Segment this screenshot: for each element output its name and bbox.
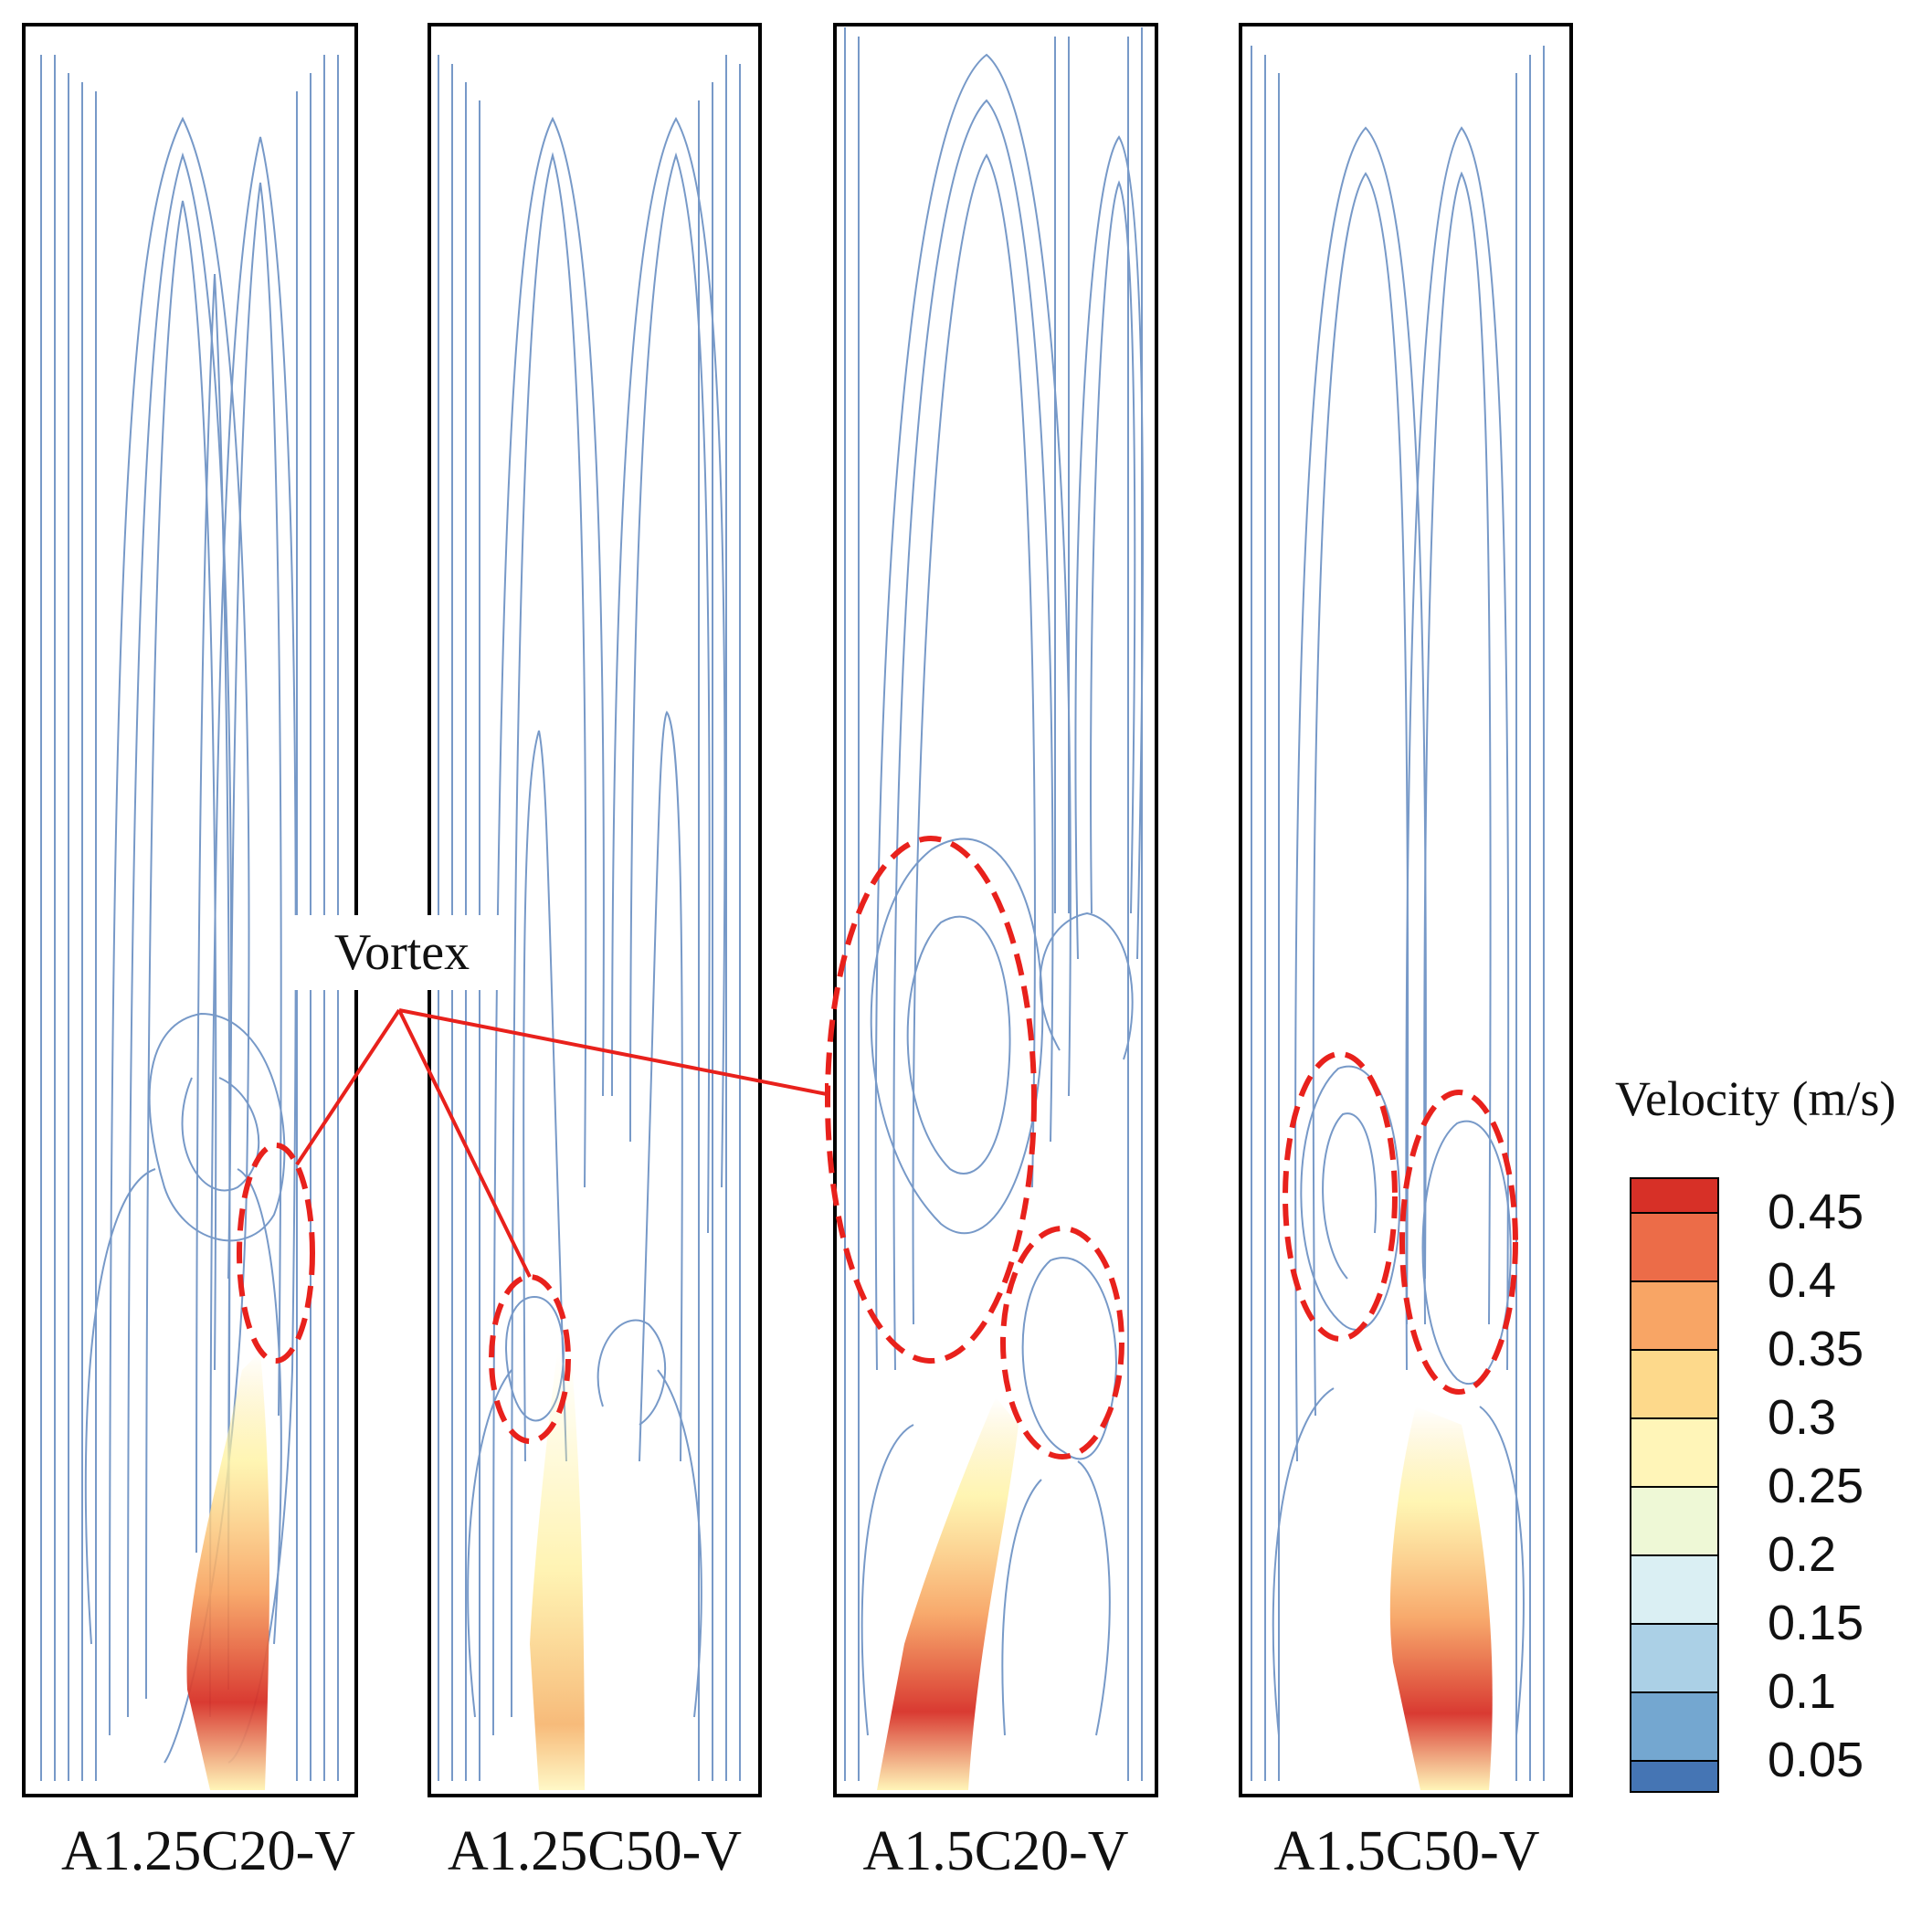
- panel-4: [1239, 23, 1573, 1797]
- panel-3: [833, 23, 1158, 1797]
- colorbar-band-9: [1630, 1691, 1719, 1762]
- vortex-ellipse-panel-2: [489, 1274, 571, 1444]
- colorbar-band-4: [1630, 1349, 1719, 1419]
- panel-4-streamlines: [1251, 46, 1545, 1781]
- legend-tick: 0.35: [1768, 1322, 1864, 1376]
- legend-tick: 0.4: [1768, 1253, 1837, 1308]
- legend-tick: 0.45: [1768, 1185, 1864, 1239]
- panel-1-frame: [22, 23, 358, 1797]
- panel-3-label: A1.5C20-V: [862, 1820, 1129, 1882]
- colorbar-band-10: [1630, 1760, 1719, 1793]
- panel-1: [22, 23, 358, 1797]
- legend-tick: 0.1: [1768, 1664, 1837, 1719]
- panel-4-jet: [1389, 1407, 1493, 1790]
- panel-2-frame: [428, 23, 762, 1797]
- colorbar-band-1: [1630, 1177, 1719, 1214]
- vortex-callout: Vortex: [292, 915, 512, 990]
- legend-tick: 0.05: [1768, 1733, 1864, 1787]
- panel-1-jet: [186, 1352, 269, 1790]
- legend-tick: 0.25: [1768, 1459, 1864, 1513]
- panel-1-label: A1.25C20-V: [60, 1820, 356, 1882]
- colorbar-band-5: [1630, 1417, 1719, 1488]
- panel-4-frame: [1239, 23, 1573, 1797]
- colorbar-band-8: [1630, 1623, 1719, 1693]
- vortex-leader-lines: [295, 1008, 829, 1278]
- vortex-ellipse-panel-4-left: [1283, 1051, 1398, 1342]
- panel-2-jet: [530, 1352, 585, 1790]
- legend-tick: 0.15: [1768, 1596, 1864, 1650]
- vortex-ellipse-panel-1: [237, 1143, 315, 1364]
- panel-2: [428, 23, 762, 1797]
- colorbar-band-7: [1630, 1554, 1719, 1625]
- vortex-ellipse-panel-4-right: [1399, 1090, 1518, 1395]
- panel-3-jet: [877, 1397, 1019, 1790]
- panel-3-frame: [833, 23, 1158, 1797]
- colorbar-band-6: [1630, 1486, 1719, 1556]
- legend-tick: 0.2: [1768, 1527, 1837, 1582]
- panel-2-label: A1.25C50-V: [447, 1820, 743, 1882]
- legend-title: Velocity (m/s): [1615, 1071, 1896, 1126]
- colorbar-band-3: [1630, 1280, 1719, 1351]
- colorbar-band-2: [1630, 1212, 1719, 1282]
- velocity-colorbar: [1630, 1177, 1719, 1793]
- panel-4-label: A1.5C50-V: [1273, 1820, 1540, 1882]
- vortex-ellipse-panel-3-small: [1000, 1226, 1124, 1459]
- legend-tick: 0.3: [1768, 1390, 1837, 1445]
